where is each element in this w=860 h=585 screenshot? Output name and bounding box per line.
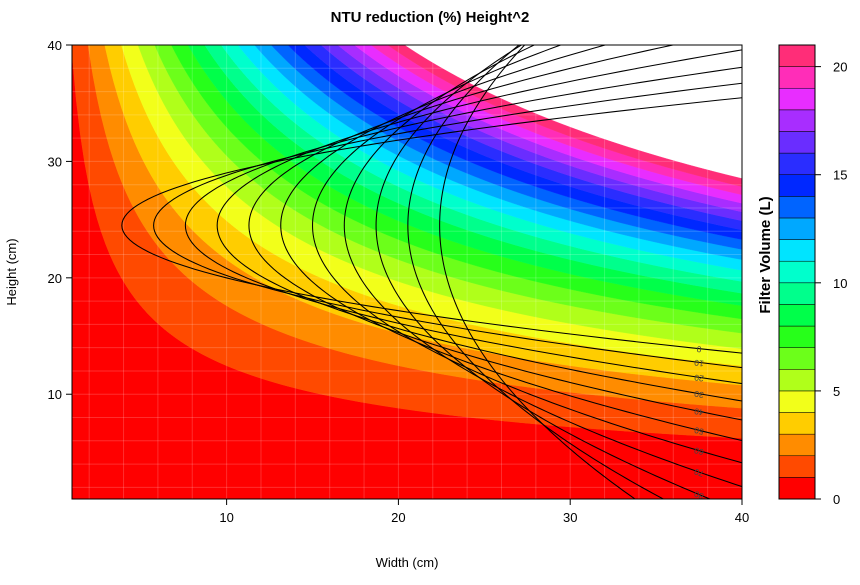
y-tick-label: 40 (48, 38, 62, 53)
contour-label: 80 (692, 489, 705, 502)
contour-label: 50 (693, 425, 705, 437)
contour-label: 0 (696, 344, 702, 354)
x-tick-label: 10 (219, 510, 233, 525)
colorbar-tick-label: 10 (833, 276, 847, 291)
colorbar-swatch (778, 239, 816, 262)
fill-band (354, 45, 742, 204)
colorbar-swatch (778, 347, 816, 370)
fill-band (320, 45, 742, 221)
grid (72, 45, 742, 499)
contour-line (184, 66, 742, 385)
contour-label: 90 (692, 511, 705, 524)
colorbar-label: Filter Volume (L) (757, 196, 774, 313)
colorbar-swatch (778, 131, 816, 154)
colorbar-swatch (778, 390, 816, 413)
colorbar-swatch (778, 66, 816, 89)
colorbar: 0 5 10 15 20 (778, 44, 847, 507)
contour-label: 10 (693, 358, 704, 369)
y-axis: 10 20 30 40 (48, 38, 72, 402)
colorbar-swatch (778, 174, 816, 197)
x-tick-label: 40 (735, 510, 749, 525)
y-tick-label: 10 (48, 387, 62, 402)
colorbar-swatch (778, 433, 816, 457)
colorbar-swatch (778, 109, 816, 132)
colorbar-swatch (778, 412, 816, 435)
colorbar-swatch (778, 217, 816, 240)
contour-label: 100 (690, 533, 708, 549)
contour-line (439, 45, 636, 499)
colorbar-swatch (778, 369, 816, 392)
x-tick-label: 30 (563, 510, 577, 525)
filled-contour-layer (72, 45, 742, 499)
fill-band (287, 45, 742, 240)
contour-label: 60 (693, 445, 705, 457)
colorbar-frame (778, 44, 816, 500)
contour-line (121, 97, 742, 354)
contour-line (248, 45, 742, 421)
colorbar-swatch (778, 196, 816, 219)
contour-label: 30 (693, 389, 704, 401)
colorbar-tick-label: 15 (833, 168, 847, 183)
colorbar-swatch (778, 282, 816, 305)
colorbar-swatch (778, 44, 816, 67)
contour-labels: 0 10 20 30 40 50 60 70 80 90 100 (690, 344, 708, 549)
contour-line (311, 45, 742, 464)
plot-frame (71, 44, 743, 500)
colorbar-tick-label: 5 (833, 384, 840, 399)
colorbar-swatch (778, 455, 816, 478)
fill-band (337, 45, 742, 213)
colorbar-tick-label: 20 (833, 60, 847, 75)
y-tick-label: 30 (48, 154, 62, 169)
contour-label: 40 (693, 406, 705, 418)
colorbar-swatch (778, 152, 816, 175)
contour-label: 70 (693, 466, 705, 479)
colorbar-swatch (778, 260, 816, 284)
contour-line (343, 45, 742, 488)
colorbar-swatch (778, 325, 816, 348)
contour-line (153, 82, 742, 369)
colorbar-swatch (778, 87, 816, 111)
contour-line (407, 45, 665, 499)
colorbar-swatch (778, 477, 816, 500)
contour-line (280, 45, 742, 442)
colorbar-tick-label: 0 (833, 492, 840, 507)
chart-title: NTU reduction (%) Height^2 (331, 9, 530, 26)
contour-line (216, 49, 742, 402)
contour-label: 20 (693, 373, 704, 384)
y-axis-label: Height (cm) (4, 238, 19, 305)
fill-band (370, 45, 742, 195)
contour-line (375, 45, 712, 499)
x-tick-label: 20 (391, 510, 405, 525)
x-axis: 10 20 30 40 (219, 499, 749, 525)
y-tick-label: 20 (48, 271, 62, 286)
colorbar-swatch (778, 304, 816, 327)
contour-lines (121, 45, 742, 499)
x-axis-label: Width (cm) (376, 555, 439, 570)
fill-band (304, 45, 742, 231)
fill-band (387, 45, 742, 187)
